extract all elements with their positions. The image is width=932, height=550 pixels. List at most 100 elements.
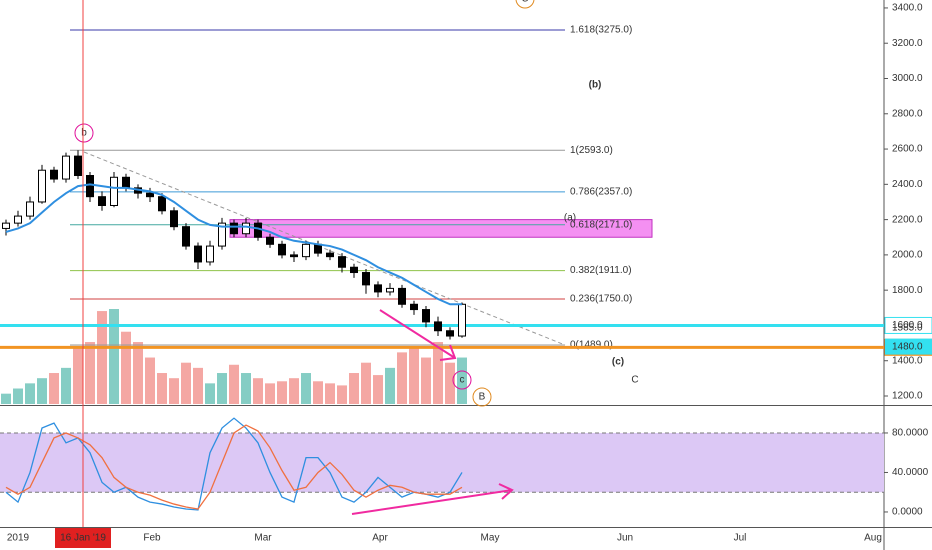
y-tick-label: 3000.0 (892, 73, 923, 84)
fib-label: 0.618(2171.0) (570, 219, 632, 230)
fib-label: 1(2593.0) (570, 145, 613, 156)
x-tick-label: 2019 (7, 533, 30, 544)
wave-label: C (521, 0, 528, 5)
candle-body (350, 266, 358, 274)
price-box (884, 316, 932, 334)
stoch-band (0, 432, 884, 493)
date-marker-box (55, 528, 111, 548)
volume-bar (397, 352, 407, 404)
y-tick-label: 3200.0 (892, 38, 923, 49)
wave-circle (515, 0, 535, 9)
y-tick-label: 1400.0 (892, 355, 923, 366)
stoch-line (5, 417, 463, 511)
volume-bar (349, 373, 359, 404)
candle-body (98, 196, 106, 206)
y-tick-label: 40.0000 (892, 467, 929, 478)
volume-bar (193, 367, 203, 404)
volume-bar (313, 381, 323, 404)
volume-bar (49, 373, 59, 404)
wave-label: c (460, 375, 465, 386)
candle-body (146, 192, 154, 198)
y-tick-label: 80.0000 (892, 428, 929, 439)
volume-bar (157, 373, 167, 404)
y-tick-label: 2200.0 (892, 214, 923, 225)
fib-label: 0.382(1911.0) (570, 265, 632, 276)
volume-bar (85, 342, 95, 404)
candle-body (374, 284, 382, 293)
volume-bar (385, 367, 395, 404)
wave-label: (a) (564, 213, 576, 224)
volume-bar (73, 347, 83, 404)
arrow (351, 489, 513, 515)
candle-body (86, 175, 94, 198)
candle-body (338, 256, 346, 268)
candle-body (62, 155, 70, 180)
volume-bar (25, 383, 35, 404)
volume-bar (433, 342, 443, 404)
candle-body (254, 222, 262, 238)
candle-body (326, 252, 334, 258)
candle-body (206, 245, 214, 263)
volume-bar (301, 373, 311, 404)
volume-bar (13, 388, 23, 404)
volume-bar (277, 381, 287, 404)
y-tick-label: 1800.0 (892, 285, 923, 296)
y-tick-label: 2000.0 (892, 250, 923, 261)
price-box (885, 338, 932, 355)
volume-bar (97, 311, 107, 404)
candle-body (386, 287, 394, 293)
wave-label: b (81, 128, 87, 139)
candle-body (362, 272, 370, 286)
volume-bar (241, 373, 251, 404)
candle-body (74, 155, 82, 177)
volume-bar (121, 331, 131, 404)
candle-body (278, 243, 286, 256)
volume-bar (205, 383, 215, 404)
candle-body (290, 254, 298, 258)
arrow-head (498, 483, 514, 500)
wave-label: (c) (612, 357, 624, 368)
wave-label: C (631, 375, 638, 386)
volume-bar (421, 357, 431, 404)
arrow-head (439, 344, 457, 361)
moving-average (5, 183, 462, 306)
wave-label: (b) (589, 80, 602, 91)
x-tick-label: Feb (143, 533, 161, 544)
fib-label: 0.786(2357.0) (570, 187, 632, 198)
stoch-line (5, 424, 463, 510)
wave-circle (452, 370, 472, 390)
candle-body (410, 303, 418, 311)
volume-bar (1, 393, 11, 404)
price-label: 1585.0 (892, 323, 923, 334)
y-tick-label: 1200.0 (892, 391, 923, 402)
candle-body (242, 222, 250, 235)
candle-body (398, 287, 406, 305)
candle-body (302, 243, 310, 258)
candle-body (2, 222, 10, 229)
volume-bar (289, 378, 299, 404)
candle-body (434, 321, 442, 332)
wave-circle (74, 123, 94, 143)
volume-bar (409, 347, 419, 404)
arrow (379, 309, 456, 359)
candle-body (266, 236, 274, 245)
x-tick-label: Aug (864, 533, 882, 544)
volume-bar (265, 383, 275, 404)
candle-body (194, 245, 202, 263)
candle-body (26, 201, 34, 217)
fib-label: 0.236(1750.0) (570, 294, 632, 305)
volume-bar (109, 309, 119, 404)
y-tick-label: 3400.0 (892, 3, 923, 14)
volume-bar (445, 362, 455, 404)
x-tick-label: Jul (734, 533, 747, 544)
candle-body (182, 226, 190, 247)
y-tick-label: 2600.0 (892, 144, 923, 155)
x-tick-label: May (481, 533, 500, 544)
volume-bar (217, 373, 227, 404)
fib-label: 0(1489.0) (570, 340, 613, 351)
volume-bar (133, 342, 143, 404)
y-tick-label: 2400.0 (892, 179, 923, 190)
volume-bar (145, 357, 155, 404)
volume-bar (361, 362, 371, 404)
